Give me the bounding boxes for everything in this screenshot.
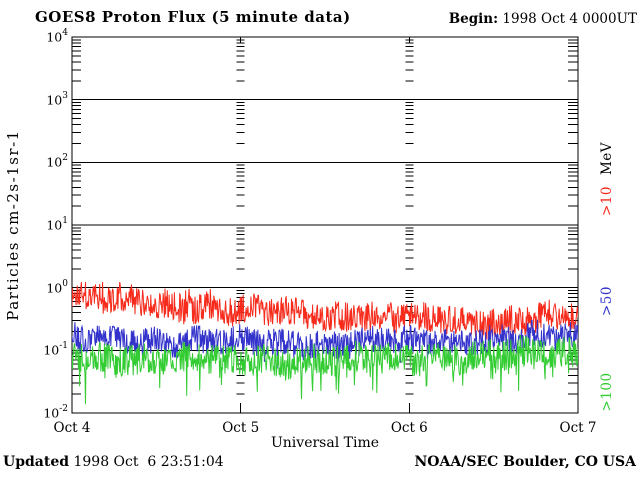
x-tick-oct4: Oct 4 xyxy=(53,420,91,436)
legend-gt50-label: >50 xyxy=(599,286,615,316)
x-tick-oct7: Oct 7 xyxy=(559,420,597,436)
begin-label: Begin: xyxy=(448,11,499,27)
y-tick-1e1: 101 xyxy=(46,216,68,233)
legend-gt100-label: >100 xyxy=(599,372,615,412)
x-tick-oct6: Oct 6 xyxy=(390,420,428,436)
y-axis-label: Particles cm-2s-1sr-1 xyxy=(4,129,22,321)
y-tick-1e4: 104 xyxy=(46,28,68,45)
legend-gt10-label: >10 xyxy=(599,186,615,217)
begin-timestamp: Begin: 1998 Oct 4 0000UT xyxy=(449,11,637,27)
legend-gt10: >10 MeV xyxy=(599,142,615,216)
legend-gt100: >100 xyxy=(599,372,615,411)
updated-label: Updated xyxy=(3,454,70,470)
legend-gt50: >50 xyxy=(599,286,615,316)
chart-title: GOES8 Proton Flux (5 minute data) xyxy=(35,8,351,26)
x-tick-oct5: Oct 5 xyxy=(222,420,260,436)
credit-text: NOAA/SEC Boulder, CO USA xyxy=(414,454,637,470)
y-tick-1e-2: 10-2 xyxy=(43,404,68,421)
updated-value: 1998 Oct 6 23:51:04 xyxy=(69,454,224,470)
y-tick-1e3: 103 xyxy=(46,90,68,107)
x-axis-label: Universal Time xyxy=(270,435,380,451)
begin-value: 1998 Oct 4 0000UT xyxy=(498,11,637,27)
y-tick-1e2: 102 xyxy=(46,153,68,170)
y-tick-1e0: 100 xyxy=(46,278,68,295)
y-tick-1e-1: 10-1 xyxy=(43,341,68,358)
updated-timestamp: Updated 1998 Oct 6 23:51:04 xyxy=(3,454,224,470)
legend-unit-mev: MeV xyxy=(599,141,615,176)
